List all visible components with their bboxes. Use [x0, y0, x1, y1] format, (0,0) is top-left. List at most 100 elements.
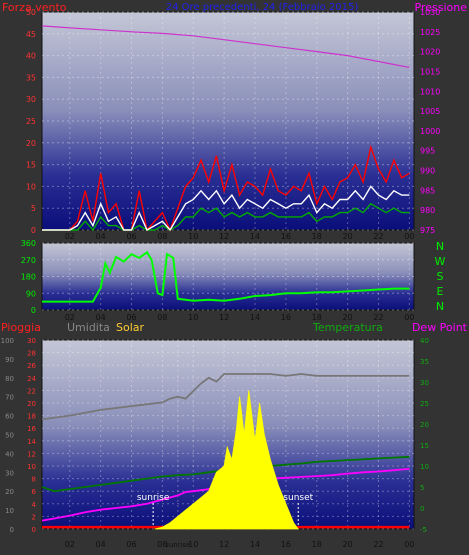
direction-tick-label: 90	[26, 289, 36, 298]
humidity-tick-label: 100	[1, 337, 14, 345]
rain-tick-label: 12	[27, 450, 36, 458]
temperature-tick-label: 5	[420, 484, 424, 492]
x-tick-label: 12	[219, 540, 229, 549]
wind-tick-label: 15	[26, 161, 36, 170]
series-temperature	[41, 373, 410, 530]
series-umidita	[41, 373, 410, 421]
x-tick-label: 06	[126, 232, 136, 241]
wind-axis-label: Forza vento	[2, 1, 67, 14]
y-axis-pressure-ticks: 975 980 985 990 995 1000 1005 1010 1015 1020 1025 1…	[420, 8, 440, 235]
rain-tick-label: 24	[27, 375, 36, 383]
temperature-tick-label: 20	[420, 421, 429, 429]
sun-annotations: sunrise sunset	[137, 493, 314, 527]
rain-tick-label: 0	[32, 526, 36, 534]
x-tick-label: 16	[281, 232, 291, 241]
x-tick-label: 14	[250, 232, 260, 241]
x-tick-label: 04	[96, 313, 106, 322]
rain-tick-label: 2	[32, 513, 36, 521]
pressure-tick-label: 1005	[420, 107, 440, 116]
x-tick-label: 00	[404, 232, 414, 241]
x-tick-label: 12	[219, 232, 229, 241]
pressure-tick-label: 1030	[420, 8, 440, 17]
pioggia-label: Pioggia	[1, 321, 41, 334]
rain-tick-label: 22	[27, 387, 36, 395]
grid-wind	[42, 11, 414, 231]
humidity-tick-label: 40	[5, 450, 14, 458]
pressure-tick-label: 990	[420, 167, 435, 176]
temperature-tick-label: -5	[420, 526, 427, 534]
rain-tick-label: 30	[27, 337, 36, 345]
humidity-tick-label: 10	[5, 507, 14, 515]
series-raffica	[42, 144, 410, 232]
y-axis-temperature-ticks: -5 0 5 10 15 20 25 30 35 40	[420, 337, 429, 534]
x-tick-label: 12	[219, 313, 229, 322]
pressure-tick-label: 985	[420, 186, 435, 195]
temperatura-label: Temperatura	[312, 321, 383, 334]
x-tick-label: 00	[404, 313, 414, 322]
series-direzione_media	[42, 185, 410, 232]
direction-tick-label: 270	[21, 256, 36, 265]
x-tick-label: 14	[250, 313, 260, 322]
pressure-tick-label: 1025	[420, 28, 440, 37]
series-media	[42, 202, 410, 232]
x-tick-label: 00	[404, 540, 414, 549]
humidity-tick-label: 20	[5, 488, 14, 496]
x-tick-label: 22	[373, 540, 383, 549]
x-tick-label: 14	[250, 540, 260, 549]
rain-tick-label: 20	[27, 400, 36, 408]
series-direzione	[42, 250, 410, 303]
x-tick-label: 20	[343, 540, 353, 549]
rain-tick-label: 4	[32, 501, 37, 509]
x-tick-label: 10	[188, 313, 198, 322]
x-tick-label: 08	[157, 232, 167, 241]
x-tick-label: 02	[65, 313, 75, 322]
series-direction	[42, 250, 410, 303]
wind-tick-label: 20	[26, 139, 36, 148]
y-axis-direction-ticks: 0 90 180 270 360	[21, 239, 36, 315]
x-tick-label: 16	[281, 313, 291, 322]
x-tick-label: 02	[65, 540, 75, 549]
sun-annotation: sunrise	[137, 493, 170, 503]
wind-tick-label: 30	[26, 95, 36, 104]
x-tick-label: 04	[96, 540, 106, 549]
x-tick-label: 22	[373, 232, 383, 241]
rain-tick-label: 28	[27, 350, 36, 358]
x-tick-label: 06	[126, 313, 136, 322]
wind-tick-label: 10	[26, 182, 36, 191]
rain-tick-label: 14	[27, 438, 36, 446]
rain-tick-label: 18	[27, 413, 36, 421]
x-tick-label: 20	[343, 313, 353, 322]
x-tick-label: 10	[188, 540, 198, 549]
sun-annotation: sunset	[283, 493, 313, 503]
x-tick-label: 08	[157, 313, 167, 322]
wind-tick-label: 5	[31, 204, 36, 213]
umidita-label: Umidita	[67, 321, 110, 334]
y-axis-humidity-ticks: 0 10 20 30 40 50 60 70 80 90 100	[1, 337, 14, 534]
wind-tick-label: 40	[26, 52, 36, 61]
series-wind-pressure	[41, 25, 410, 232]
humidity-tick-label: 0	[10, 526, 14, 534]
x-tick-label: 02	[65, 232, 75, 241]
direction-tick-label: 0	[31, 306, 36, 315]
panel-temperature: Pioggia Umidita Solar Temperatura Dew Po…	[1, 321, 468, 549]
x-tick-label: 04	[96, 232, 106, 241]
x-tick-label: 20	[343, 232, 353, 241]
rain-tick-label: 6	[32, 488, 37, 496]
x-tick-label: 08	[157, 540, 167, 549]
compass-label: W	[435, 255, 446, 268]
pressure-tick-label: 975	[420, 226, 435, 235]
dew-point-label: Dew Point	[412, 321, 468, 334]
x-tick-label: 18	[312, 540, 322, 549]
humidity-tick-label: 70	[5, 394, 14, 402]
humidity-tick-label: 30	[5, 469, 14, 477]
wind-tick-label: 50	[26, 8, 36, 17]
pressure-tick-label: 1015	[420, 67, 440, 76]
x-axis-ticks-wind: 02 04 06 08 10 12 14 16 18 20 22 00	[65, 232, 415, 241]
pressure-axis-label: Pressione	[415, 1, 468, 14]
wind-tick-label: 45	[26, 30, 36, 39]
